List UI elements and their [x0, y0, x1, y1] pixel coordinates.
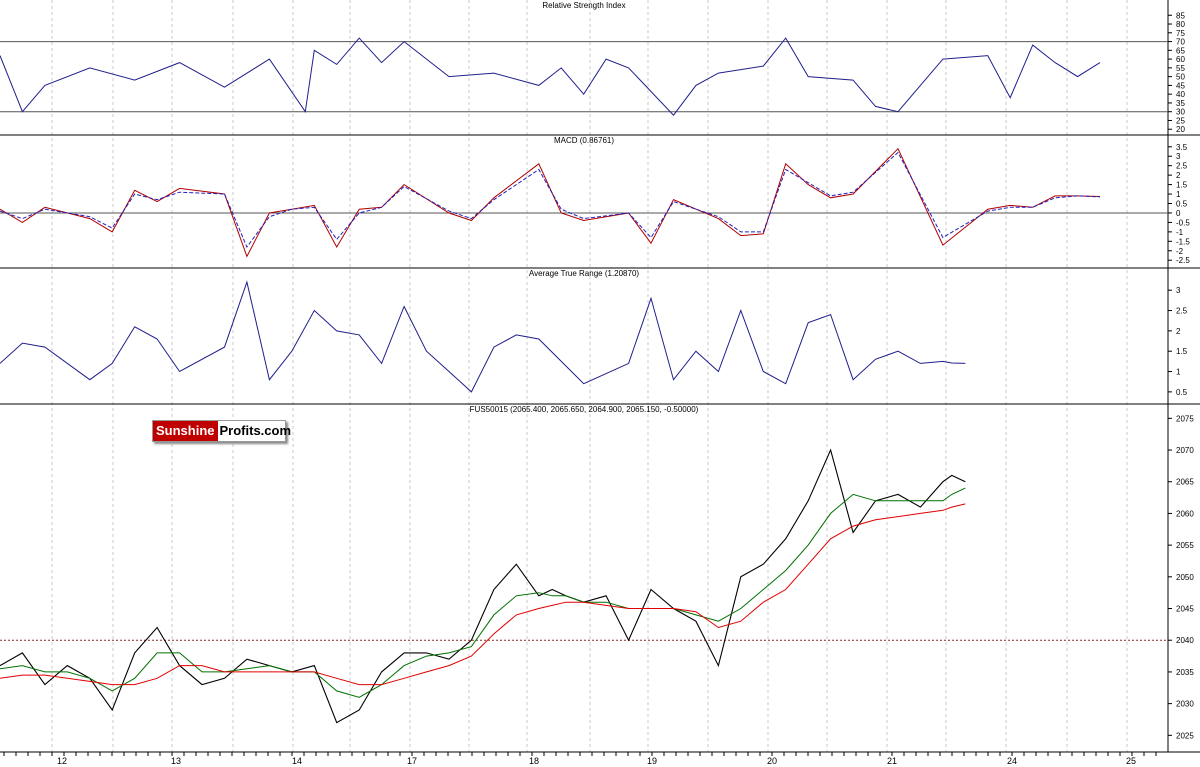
ytick-label-0-0: 85	[1176, 11, 1185, 20]
ytick-label-0-9: 40	[1176, 90, 1185, 99]
xtick-label-5: 19	[647, 756, 657, 766]
ytick-label-1-8: -0.5	[1176, 218, 1190, 227]
xtick-label-0: 12	[57, 756, 67, 766]
ytick-label-0-11: 30	[1176, 108, 1185, 117]
series-line-0-0	[0, 37, 1101, 116]
xtick-label-4: 18	[529, 756, 539, 766]
ytick-label-0-7: 50	[1176, 73, 1185, 82]
xtick-label-9: 25	[1126, 756, 1136, 766]
ytick-label-0-2: 75	[1176, 29, 1185, 38]
panel-title-3: FUS50015 (2065.400, 2065.650, 2064.900, …	[470, 405, 699, 414]
ytick-label-0-10: 35	[1176, 99, 1185, 108]
ytick-label-2-5: 0.5	[1176, 388, 1188, 397]
sunshine-profits-logo[interactable]: Sunshine Profits.com	[152, 420, 291, 442]
ytick-label-1-3: 2	[1176, 171, 1181, 180]
ytick-label-3-4: 2055	[1176, 541, 1194, 550]
ytick-label-0-8: 45	[1176, 81, 1185, 90]
ytick-label-0-12: 25	[1176, 116, 1185, 125]
panel-title-0: Relative Strength Index	[542, 1, 625, 10]
series-line-3-1	[0, 487, 966, 698]
ytick-label-1-9: -1	[1176, 228, 1184, 237]
ytick-label-0-6: 55	[1176, 64, 1185, 73]
series-line-2-0	[0, 280, 966, 393]
ytick-label-0-3: 70	[1176, 38, 1185, 47]
ytick-label-1-5: 1	[1176, 190, 1181, 199]
logo-part-sunshine: Sunshine	[153, 421, 218, 441]
series-line-3-2	[0, 503, 966, 686]
ytick-label-3-7: 2040	[1176, 636, 1194, 645]
logo-part-profits: Profits.com	[219, 423, 292, 438]
ytick-label-1-6: 0.5	[1176, 200, 1188, 209]
panel-2: Average True Range (1.20870) 3 2.5 2 1.5 1 0.5	[0, 268, 1200, 405]
ytick-label-1-4: 1.5	[1176, 181, 1188, 190]
ytick-label-3-8: 2035	[1176, 668, 1194, 677]
vertical-gridlines	[51, 0, 1128, 752]
panel-1: MACD (0.86761) 3.532.521.510.50-0.5-1-1.5…	[0, 135, 1200, 269]
ytick-label-0-13: 20	[1176, 125, 1185, 134]
ytick-label-3-0: 2075	[1176, 414, 1194, 423]
xtick-label-1: 13	[171, 756, 181, 766]
xtick-label-6: 20	[767, 756, 777, 766]
ytick-label-1-2: 2.5	[1176, 162, 1188, 171]
ytick-label-1-7: 0	[1176, 209, 1181, 218]
panel-0: Relative Strength Index85807570656055504…	[0, 0, 1200, 136]
panel-title-1: MACD (0.86761)	[554, 136, 614, 145]
ytick-label-1-1: 3	[1176, 152, 1181, 161]
ytick-label-1-10: -1.5	[1176, 237, 1190, 246]
ytick-label-0-4: 65	[1176, 46, 1185, 55]
ytick-label-3-1: 2070	[1176, 446, 1194, 455]
date-axis: 12 13 14 17 18 19 20 21 24 25	[0, 751, 1168, 766]
series-line-1-1	[0, 151, 1101, 249]
ytick-label-2-3: 1.5	[1176, 347, 1188, 356]
ytick-label-2-1: 2.5	[1176, 307, 1188, 316]
panel-title-2: Average True Range (1.20870)	[529, 269, 639, 278]
ytick-label-3-10: 2025	[1176, 731, 1194, 740]
xtick-label-7: 21	[887, 756, 897, 766]
ytick-label-3-5: 2050	[1176, 573, 1194, 582]
ytick-label-3-9: 2030	[1176, 700, 1194, 709]
xtick-label-8: 24	[1007, 756, 1017, 766]
ytick-label-3-6: 2045	[1176, 605, 1194, 614]
ytick-label-1-12: -2.5	[1176, 256, 1190, 265]
ytick-label-0-1: 80	[1176, 20, 1185, 29]
panel-3: FUS50015 (2065.400, 2065.650, 2064.900, …	[0, 404, 1200, 753]
ytick-label-2-0: 3	[1176, 286, 1181, 295]
series-line-1-0	[0, 147, 1101, 258]
xtick-label-3: 17	[407, 756, 417, 766]
ytick-label-0-5: 60	[1176, 55, 1185, 64]
ytick-label-2-2: 2	[1176, 327, 1181, 336]
ytick-label-2-4: 1	[1176, 368, 1181, 377]
xtick-label-2: 14	[292, 756, 302, 766]
ytick-label-1-0: 3.5	[1176, 143, 1188, 152]
ytick-label-1-11: -2	[1176, 247, 1184, 256]
ytick-label-3-2: 2065	[1176, 478, 1194, 487]
series-line-3-0	[0, 448, 966, 724]
ytick-label-3-3: 2060	[1176, 509, 1194, 518]
